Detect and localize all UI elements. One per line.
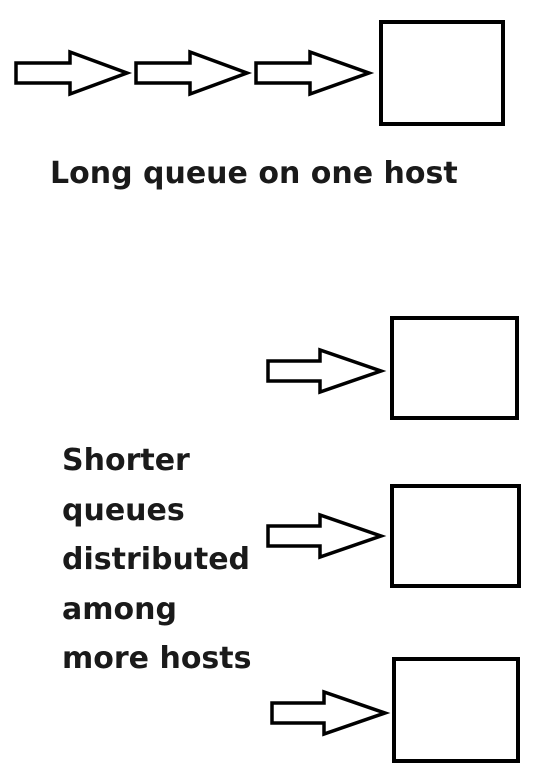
host-3-box — [392, 657, 520, 763]
queue-arrow-3-icon — [254, 49, 375, 97]
multi-host-caption-line: among — [62, 591, 177, 627]
multi-host-group — [266, 316, 521, 763]
host-2-arrow-icon — [266, 512, 387, 560]
host-3-arrow-icon — [270, 689, 391, 737]
multi-host-caption-line: more hosts — [62, 641, 252, 676]
multi-host-caption-line: Shorter — [62, 443, 190, 478]
multi-host-caption: Shorter queues distributed among more ho… — [62, 436, 251, 684]
multi-host-caption-line: queues — [62, 492, 185, 528]
host-1-box — [390, 316, 519, 420]
queue-arrow-1-icon — [14, 49, 133, 97]
host-1-arrow-icon — [266, 347, 387, 395]
host-2-box — [390, 484, 521, 588]
single-host-box — [379, 20, 505, 126]
multi-host-caption-line: distributed — [62, 542, 251, 577]
queue-arrow-2-icon — [134, 49, 253, 97]
single-host-group — [14, 20, 505, 126]
single-host-caption: Long queue on one host — [50, 156, 458, 191]
